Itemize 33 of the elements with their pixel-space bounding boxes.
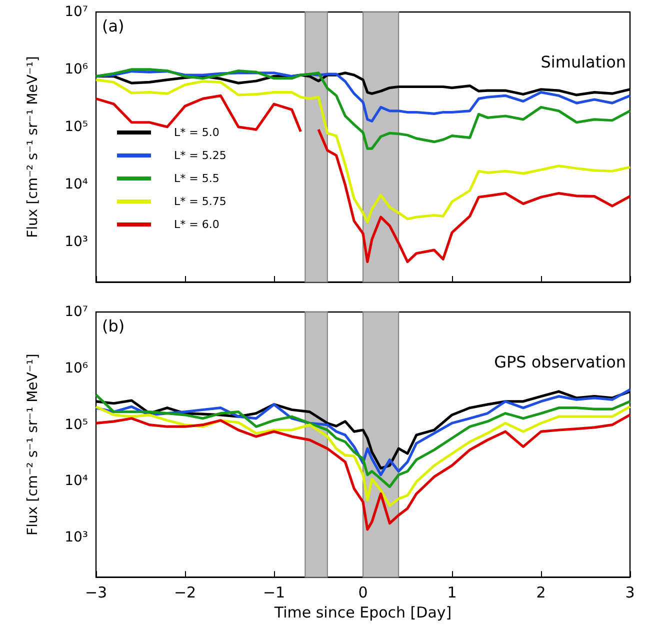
y-tick-label: 10⁶ [64,360,88,376]
line-series [94,414,632,531]
line-series [94,68,632,150]
annotation: GPS observation [494,352,626,372]
annotation: (a) [102,16,124,36]
y-tick-label: 10⁶ [64,61,88,78]
x-tick-label: −2 [174,584,196,602]
annotation: Simulation [540,52,626,72]
x-tick-label: 0 [358,584,368,602]
y-tick-label: 10⁷ [64,4,88,20]
x-axis-title: Time since Epoch [Day] [273,604,452,622]
y-tick-label: 10⁴ [64,176,88,192]
x-tick-label: 2 [536,584,546,602]
line-series [94,394,632,488]
legend-label: L* = 5.5 [174,172,220,185]
y-tick-label: 10³ [64,234,88,250]
x-tick-label: 3 [625,584,635,602]
annotation: (b) [102,316,125,336]
legend-label: L* = 6.0 [174,218,220,231]
y-tick-label: 10³ [64,530,88,546]
y-tick-label: 10⁵ [64,416,88,433]
y-axis-title: Flux [cm⁻² s⁻¹ sr⁻¹ MeV⁻¹] [25,354,41,536]
legend-label: L* = 5.0 [174,126,220,139]
x-tick-label: −1 [262,584,286,602]
y-tick-label: 10⁷ [64,304,88,320]
legend-label: L* = 5.75 [174,195,226,208]
legend-label: L* = 5.25 [174,149,226,162]
x-tick-label: 1 [447,584,457,602]
line-series [94,405,632,507]
y-tick-label: 10⁵ [64,118,88,135]
x-tick-label: −3 [84,584,108,602]
y-axis-title: Flux [cm⁻² s⁻¹ sr⁻¹ MeV⁻¹] [25,56,41,238]
y-tick-label: 10⁴ [64,473,88,490]
